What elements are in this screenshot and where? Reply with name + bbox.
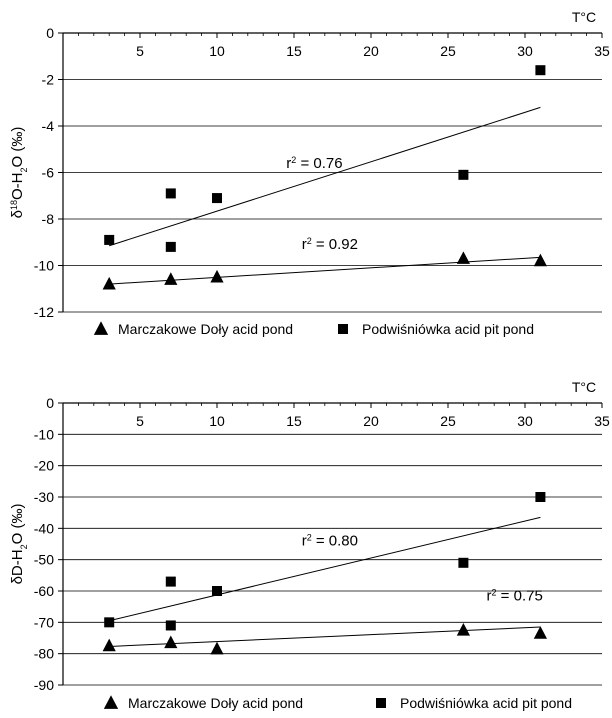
x-tick-label: 5 [136, 413, 144, 429]
x-tick-label: 30 [517, 413, 533, 429]
x-tick-label: 30 [517, 43, 533, 59]
data-point-square [458, 557, 469, 568]
y-tick-label: -20 [34, 458, 54, 474]
data-point-square [535, 492, 546, 502]
x-tick-label: 35 [594, 43, 610, 59]
data-point-triangle [456, 622, 470, 636]
legend-square-icon [376, 698, 386, 708]
data-point-square [165, 241, 176, 252]
data-point-square [165, 188, 176, 199]
y-axis-label: δD-H2O (‰) [9, 504, 29, 585]
data-point-triangle [533, 253, 547, 267]
data-point-square [458, 169, 469, 180]
data-point-triangle [102, 638, 116, 652]
y-tick-label: -70 [34, 614, 54, 630]
data-point-triangle [210, 269, 224, 283]
legend-label: Podwiśniówka acid pit pond [400, 695, 572, 711]
legend-triangle-icon [103, 695, 119, 709]
chart-2: 0 -10 -20 -30 -40 -50 -60 -70 -80 -90 5 10 15 20 25 30 3… [9, 379, 610, 711]
data-point-triangle [210, 641, 224, 655]
r2-annotation: r2 = 0.76 [286, 155, 342, 172]
x-axis-label: T°C [572, 9, 596, 25]
legend-square-icon [338, 324, 348, 334]
data-point-triangle [456, 251, 470, 264]
y-tick-label: -60 [34, 583, 54, 599]
y-tick-label: -12 [34, 304, 54, 320]
trendline-triangle [109, 626, 541, 647]
legend-label: Marczakowe Doły acid pond [128, 695, 303, 711]
legend: Marczakowe Doły acid pond Podwiśniówka ac… [93, 321, 534, 337]
x-tick-label: 10 [209, 43, 225, 59]
y-tick-label: -4 [42, 118, 55, 134]
x-tick-label: 15 [286, 413, 302, 429]
data-point-square [535, 65, 546, 76]
data-point-triangle [164, 635, 178, 649]
x-tick-label: 15 [286, 43, 302, 59]
y-tick-label: -10 [34, 258, 54, 274]
legend-triangle-icon [93, 321, 109, 335]
trendline-square [109, 106, 541, 247]
data-point-triangle [164, 272, 178, 285]
r2-annotation: r2 = 0.75 [487, 587, 543, 604]
legend-label: Marczakowe Doły acid pond [118, 321, 293, 337]
y-tick-label: -80 [34, 646, 54, 662]
x-tick-label: 10 [209, 413, 225, 429]
data-point-square [165, 576, 176, 587]
x-tick-label: 20 [363, 413, 379, 429]
y-tick-label: -6 [42, 165, 55, 181]
y-tick-label: -30 [34, 489, 54, 505]
y-tick-label: -2 [42, 72, 55, 88]
trendline-square [109, 516, 541, 622]
data-point-triangle [533, 626, 547, 639]
data-point-square [104, 617, 115, 628]
legend-label: Podwiśniówka acid pit pond [362, 321, 534, 337]
chart-1: 0 -2 -4 -6 -8 -10 -12 5 10 15 20 25 30 35 T°C δ18O-H2O … [9, 9, 610, 337]
legend: Marczakowe Doły acid pond Podwiśniówka ac… [103, 695, 572, 711]
y-axis-label: δ18O-H2O (‰) [9, 127, 29, 219]
y-tick-label: -50 [34, 552, 54, 568]
data-point-square [212, 193, 222, 204]
r2-annotation: r2 = 0.80 [302, 533, 358, 550]
data-point-square [212, 586, 222, 596]
r2-annotation: r2 = 0.92 [302, 236, 358, 253]
data-point-triangle [102, 276, 116, 290]
x-tick-label: 5 [136, 43, 144, 59]
data-point-square [104, 234, 115, 245]
y-tick-label: 0 [46, 25, 54, 41]
x-axis-label: T°C [572, 379, 596, 395]
y-tick-label: -90 [34, 677, 54, 693]
y-tick-label: -10 [34, 426, 54, 442]
x-tick-label: 35 [594, 413, 610, 429]
y-tick-label: 0 [46, 395, 54, 411]
y-tick-label: -40 [34, 520, 54, 536]
x-tick-label: 25 [440, 413, 456, 429]
data-point-square [165, 620, 176, 631]
y-tick-label: -8 [42, 211, 55, 227]
x-tick-label: 25 [440, 43, 456, 59]
x-tick-label: 20 [363, 43, 379, 59]
